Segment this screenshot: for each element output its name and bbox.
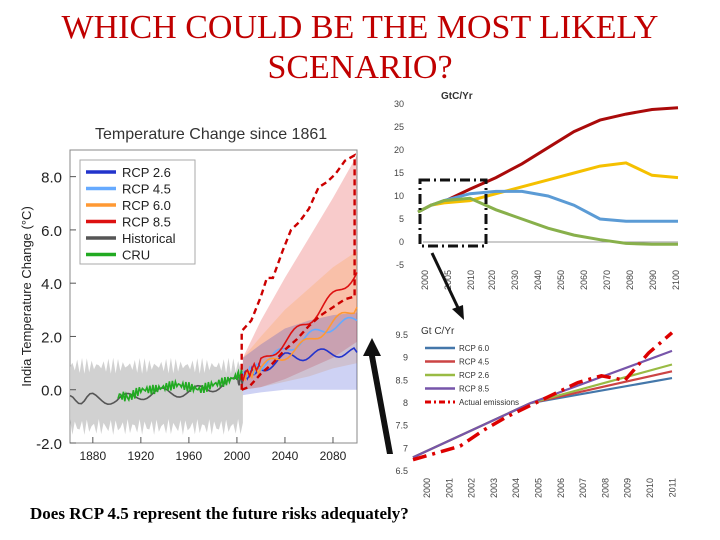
chart2-xtick-label: 2090 — [648, 270, 658, 290]
chart1-xtick-label: 2040 — [272, 449, 299, 463]
chart3-xtick-label: 2008 — [600, 478, 610, 498]
chart2-ytick-label: -5 — [396, 260, 404, 270]
chart1-xtick-label: 1880 — [79, 449, 106, 463]
chart1-legend-label: RCP 6.0 — [122, 198, 171, 213]
chart2-ytick-label: 0 — [399, 237, 404, 247]
chart3-ytick-label: 6.5 — [395, 466, 408, 476]
chart2-xtick-label: 2100 — [671, 270, 681, 290]
chart3-xtick-label: 2002 — [467, 478, 477, 498]
chart3-xtick-label: 2003 — [489, 478, 499, 498]
chart3-series-rcp-6-0 — [412, 377, 673, 459]
chart3-xtick-label: 2006 — [556, 478, 566, 498]
chart1-title: Temperature Change since 1861 — [95, 126, 327, 143]
recent-emissions-chart: Gt C/Yr 6.5 7 7.5 8 8.5 9 9.5 2000 2001 2002 2003 20… — [395, 326, 677, 498]
chart3-legend-label: RCP 4.5 — [459, 358, 490, 367]
chart1-legend-label: CRU — [122, 248, 150, 263]
slide-title: WHICH COULD BE THE MOST LIKELY SCENARIO? — [0, 8, 720, 88]
chart1-ytick-label: 4.0 — [41, 276, 62, 293]
chart2-xtick-label: 2005 — [443, 270, 453, 290]
slide-title-line2: SCENARIO? — [267, 49, 453, 86]
chart2-xtick-label: 2080 — [625, 270, 635, 290]
chart3-ytick-label: 9.5 — [395, 330, 408, 340]
arrow-down-icon — [430, 252, 462, 313]
chart2-ytick-label: 20 — [394, 145, 404, 155]
series-line-rcp-8-5 — [242, 272, 358, 382]
chart2-series-rcp-4-5 — [417, 189, 678, 223]
chart3-xtick-label: 2000 — [422, 478, 432, 498]
chart2-ytick-label: 25 — [394, 122, 404, 132]
chart1-ylabel: India Temperature Change (°C) — [19, 206, 34, 387]
chart2-series-rcp-2-6 — [417, 196, 678, 246]
chart1-ytick-label: 6.0 — [41, 223, 62, 240]
chart3-xtick-label: 2005 — [534, 478, 544, 498]
chart2-xtick-label: 2030 — [510, 270, 520, 290]
chart1-legend-label: RCP 4.5 — [122, 182, 171, 197]
chart3-ytick-label: 7.5 — [395, 421, 408, 431]
chart2-xtick-label: 2020 — [487, 270, 497, 290]
series-line-cru — [117, 368, 244, 402]
chart1-legend-label: RCP 8.5 — [122, 215, 171, 230]
chart2-xtick-label: 2060 — [579, 270, 589, 290]
chart1-ytick-label: 2.0 — [41, 329, 62, 346]
chart3-xtick-label: 2011 — [667, 478, 677, 497]
chart2-ytick-label: 5 — [399, 214, 404, 224]
slide-footer-question: Does RCP 4.5 represent the future risks … — [30, 504, 409, 523]
chart3-ytick-label: 9 — [403, 353, 408, 363]
chart3-series-rcp-2-6 — [412, 363, 673, 459]
chart1-legend-box — [79, 159, 196, 265]
rcp85-uncertainty-band — [242, 155, 357, 390]
chart1-ytick-label: 8.0 — [41, 170, 62, 187]
chart2-xtick-label: 2050 — [556, 270, 566, 290]
chart3-series-actual-emissions — [412, 331, 674, 462]
rcp85-highlight-envelope — [240, 153, 356, 390]
chart3-series-rcp-8-5 — [412, 349, 673, 459]
arrow-up-icon — [363, 338, 393, 454]
chart2-series-rcp-6-0 — [417, 161, 679, 214]
chart2-ylabel: GtC/Yr — [441, 91, 473, 102]
chart3-legend-label: RCP 8.5 — [459, 385, 490, 394]
historical-uncertainty-band — [70, 357, 243, 435]
chart2-xtick-label: 2070 — [602, 270, 612, 290]
rcp26-uncertainty-band — [242, 312, 357, 396]
chart3-legend-label: Actual emissions — [459, 398, 519, 407]
rcp85-highlight-lower — [241, 295, 355, 391]
chart3-ylabel: Gt C/Yr — [421, 326, 455, 337]
chart2-zoom-highlight-box — [418, 178, 488, 248]
chart3-xtick-label: 2010 — [645, 478, 655, 498]
chart3-ytick-label: 8 — [403, 398, 408, 408]
slide-title-line1: WHICH COULD BE THE MOST LIKELY — [61, 9, 659, 46]
chart2-xtick-label: 2010 — [466, 270, 476, 290]
chart1-xtick-label: 1920 — [127, 449, 154, 463]
chart2-xtick-label: 2000 — [420, 270, 430, 290]
chart3-xtick-label: 2004 — [511, 478, 521, 498]
chart3-xtick-label: 2007 — [578, 478, 588, 498]
chart1-xtick-label: 2080 — [320, 449, 347, 463]
chart3-legend-label: RCP 6.0 — [459, 344, 490, 353]
chart2-xtick-label: 2040 — [533, 270, 543, 290]
chart1-ytick-label: -2.0 — [36, 436, 62, 453]
chart2-ytick-label: 15 — [394, 168, 404, 178]
chart2-ytick-label: 30 — [394, 99, 404, 109]
chart3-xtick-label: 2001 — [444, 478, 454, 498]
chart1-xtick-label: 2000 — [224, 449, 251, 463]
chart2-ytick-label: 10 — [394, 191, 404, 201]
arrow-down-head-icon — [452, 305, 464, 320]
chart3-ytick-label: 8.5 — [395, 375, 408, 385]
emissions-chart: GtC/Yr -5 0 5 10 15 20 25 30 2000 2005 2010 2020 2030… — [394, 91, 681, 290]
temperature-chart: Temperature Change since 1861 -2.0 0.0 2.0 4… — [19, 126, 358, 463]
chart3-ytick-label: 7 — [403, 443, 408, 453]
chart1-legend-label: RCP 2.6 — [122, 165, 171, 180]
chart1-legend-label: Historical — [122, 231, 176, 246]
chart3-legend: RCP 6.0 RCP 4.5 RCP 2.6 RCP 8.5 Actual emiss… — [425, 344, 519, 407]
chart3-xtick-label: 2009 — [623, 478, 633, 498]
series-line-rcp-6-0 — [242, 306, 358, 382]
chart3-legend-label: RCP 2.6 — [459, 371, 490, 380]
chart1-xtick-label: 1960 — [176, 449, 203, 463]
chart1-ytick-label: 0.0 — [41, 383, 62, 400]
